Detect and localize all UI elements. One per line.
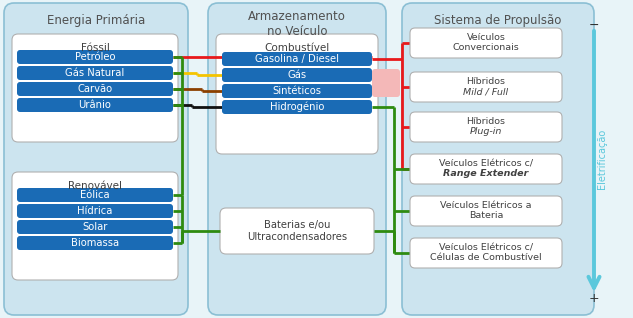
FancyBboxPatch shape: [12, 34, 178, 142]
Text: Petróleo: Petróleo: [75, 52, 115, 62]
Text: Eletrificação: Eletrificação: [597, 129, 607, 189]
Text: Veículos: Veículos: [467, 33, 505, 43]
FancyBboxPatch shape: [17, 82, 173, 96]
FancyBboxPatch shape: [17, 236, 173, 250]
Text: Convercionais: Convercionais: [453, 44, 519, 52]
Text: Range Extender: Range Extender: [443, 169, 529, 178]
FancyBboxPatch shape: [220, 208, 374, 254]
FancyBboxPatch shape: [222, 68, 372, 82]
Text: Gás: Gás: [287, 70, 306, 80]
Text: Combustível: Combustível: [265, 43, 330, 53]
Text: Células de Combustível: Células de Combustível: [430, 253, 542, 262]
FancyBboxPatch shape: [410, 196, 562, 226]
Text: Mild / Full: Mild / Full: [463, 87, 508, 96]
FancyBboxPatch shape: [17, 204, 173, 218]
FancyBboxPatch shape: [222, 100, 372, 114]
FancyBboxPatch shape: [402, 3, 594, 315]
Text: Plug-in: Plug-in: [470, 128, 502, 136]
Text: Hídrica: Hídrica: [77, 206, 113, 216]
Text: Renovável: Renovável: [68, 181, 122, 191]
Text: Híbridos: Híbridos: [467, 117, 506, 127]
FancyBboxPatch shape: [410, 28, 562, 58]
FancyBboxPatch shape: [222, 84, 372, 98]
Text: Bateria: Bateria: [469, 211, 503, 220]
Text: Carvão: Carvão: [77, 84, 113, 94]
FancyBboxPatch shape: [17, 66, 173, 80]
Text: Hidrogénio: Hidrogénio: [270, 102, 324, 112]
FancyBboxPatch shape: [410, 238, 562, 268]
FancyBboxPatch shape: [17, 220, 173, 234]
Text: Biomassa: Biomassa: [71, 238, 119, 248]
FancyBboxPatch shape: [208, 3, 386, 315]
Text: Fóssil: Fóssil: [80, 43, 110, 53]
FancyBboxPatch shape: [17, 98, 173, 112]
Text: Sistema de Propulsão: Sistema de Propulsão: [434, 14, 561, 27]
Text: Gasolina / Diesel: Gasolina / Diesel: [255, 54, 339, 64]
Text: Urânio: Urânio: [78, 100, 111, 110]
FancyBboxPatch shape: [4, 3, 188, 315]
Text: Gás Natural: Gás Natural: [65, 68, 125, 78]
FancyBboxPatch shape: [372, 69, 400, 97]
FancyBboxPatch shape: [410, 112, 562, 142]
Text: Energia Primária: Energia Primária: [47, 14, 145, 27]
FancyBboxPatch shape: [216, 34, 378, 154]
FancyBboxPatch shape: [222, 52, 372, 66]
Text: Solar: Solar: [82, 222, 108, 232]
FancyBboxPatch shape: [17, 50, 173, 64]
FancyBboxPatch shape: [410, 154, 562, 184]
FancyBboxPatch shape: [12, 172, 178, 280]
FancyBboxPatch shape: [17, 188, 173, 202]
Text: Armazenamento
no Veículo: Armazenamento no Veículo: [248, 10, 346, 38]
Text: Eólica: Eólica: [80, 190, 110, 200]
Text: Sintéticos: Sintéticos: [272, 86, 322, 96]
FancyBboxPatch shape: [410, 72, 562, 102]
Text: −: −: [589, 18, 599, 31]
Text: Veículos Elétricos c/: Veículos Elétricos c/: [439, 160, 533, 169]
Text: Veículos Elétricos c/: Veículos Elétricos c/: [439, 244, 533, 252]
Text: Baterias e/ou
Ultracondensadores: Baterias e/ou Ultracondensadores: [247, 220, 347, 242]
Text: Veículos Elétricos a: Veículos Elétricos a: [440, 202, 532, 211]
Text: +: +: [589, 292, 599, 305]
Text: Híbridos: Híbridos: [467, 78, 506, 86]
